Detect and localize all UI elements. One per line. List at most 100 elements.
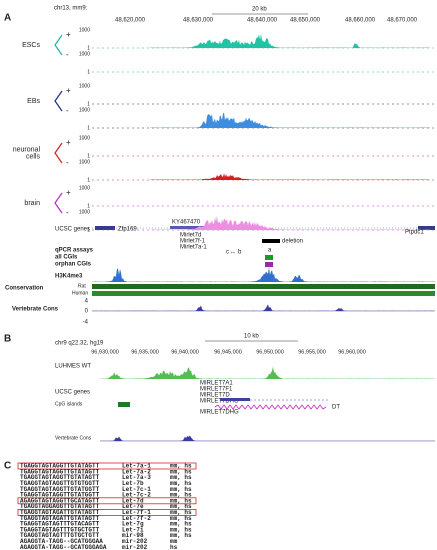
signal (92, 304, 435, 311)
cgi-box (265, 255, 273, 260)
label: DT (332, 405, 340, 411)
label: Let-7b (122, 480, 144, 487)
signal (150, 215, 430, 230)
gene-zfp169 (95, 226, 115, 230)
label: 96,930,000 (91, 349, 119, 355)
label: Human (72, 290, 88, 296)
label: 1000 (79, 27, 90, 33)
label: mm (170, 538, 178, 545)
label: Let-7g (122, 521, 144, 528)
label: AGAGGTA-TAGG--GCATGGGAGA (20, 544, 107, 550)
label: 48,670,000 (387, 18, 418, 24)
label: LUHMES WT (55, 364, 91, 370)
label: Let-7a-3 (122, 474, 151, 481)
highlight-box (17, 462, 197, 470)
gene-ptpdc1 (418, 226, 435, 230)
label: 96,935,000 (131, 349, 159, 355)
label: - (66, 106, 69, 115)
label: + (66, 188, 71, 197)
label: 1000 (79, 83, 90, 89)
label: mm, hs (170, 463, 192, 470)
label: TGAGGTAGGAGGTTGTATAGTT (20, 503, 100, 510)
label: KY467470 (172, 220, 201, 226)
label: Mirlet7a-1 (180, 245, 207, 251)
label: brain (24, 200, 40, 207)
label: qPCR assays (55, 248, 94, 254)
label: TGAGGTAGTAGGTTGTATAGTT (20, 468, 100, 475)
label: AGAGGTAGTAGGTTGCATAGTT (20, 497, 100, 504)
label: hs (170, 544, 178, 550)
label: 1000 (79, 135, 90, 141)
gene-bar (220, 398, 250, 401)
arrow: ↔ (230, 250, 236, 256)
label: TGAGGTAGTAGATTGTATAGTT (20, 515, 100, 522)
bracket (54, 142, 63, 164)
signal (92, 267, 435, 282)
label: - (66, 208, 69, 217)
label: Let-7e (122, 503, 144, 510)
label: MIRLET7DHG (200, 410, 239, 416)
label: TGAGGTAGTAGATTGTATAGTT (20, 509, 100, 516)
label: orphan CGIs (55, 262, 92, 268)
label: 1 (87, 45, 90, 51)
label: Ptpdc1 (405, 230, 424, 236)
label: AGAGGTA-TAGG--GCATGGGAA (20, 538, 103, 545)
label: 96,950,000 (256, 349, 284, 355)
label: Let-7i (122, 526, 144, 533)
label: mm, hs (170, 474, 192, 481)
label: Let-7a-1 (122, 463, 151, 470)
label: CpG islands (55, 401, 83, 407)
label: Zfp169 (118, 227, 137, 233)
label: 1 (87, 69, 90, 75)
label: 48,620,000 (115, 18, 146, 24)
label: 1000 (79, 159, 90, 165)
label: mm, hs (170, 503, 192, 510)
label: 1 (87, 125, 90, 131)
label: mir-98 (122, 532, 144, 539)
bracket (54, 192, 63, 214)
label: UCSC genes (55, 227, 90, 233)
label: chr13, mm9: (54, 6, 88, 12)
deletion-bar (262, 239, 280, 243)
label: Vertebrate Cons (12, 307, 59, 313)
label: MIRLET7D (200, 393, 230, 399)
label: 48,650,000 (290, 18, 321, 24)
label: MIRLET7A1 (200, 381, 233, 387)
label: Let-7f-1 (122, 509, 151, 516)
label: EBs (27, 98, 40, 105)
label: A (4, 13, 11, 24)
label: mm, hs (170, 532, 192, 539)
label: Let-7d (122, 497, 144, 504)
label: 20 kb (252, 7, 267, 13)
label: TGAGGTAGTAGTTTGTGCTGTT (20, 526, 100, 533)
label: 1000 (79, 51, 90, 57)
label: TGAGGTAGTAGGTTGTATAGTT (20, 474, 100, 481)
label: 48,630,000 (183, 18, 214, 24)
label: + (66, 30, 71, 39)
label: -4 (83, 320, 89, 326)
label: Mirlet7d (180, 233, 201, 239)
label: 48,660,000 (345, 18, 376, 24)
label: + (66, 138, 71, 147)
label: 96,940,000 (171, 349, 199, 355)
label: mm, hs (170, 486, 192, 493)
label: 1 (87, 203, 90, 209)
signal (100, 366, 435, 379)
signal (150, 33, 430, 48)
label: 48,640,000 (247, 18, 278, 24)
label: 1 (87, 227, 90, 233)
label: H3K4me3 (55, 274, 83, 280)
bracket (54, 90, 63, 112)
label: Let-7c-1 (122, 486, 151, 493)
label: 1000 (79, 185, 90, 191)
label: TGAGGTAGTAGGTTGTATGGTT (20, 492, 100, 499)
label: TGAGGTAGTAGGTTGTATGGTT (20, 486, 100, 493)
label: mm, hs (170, 509, 192, 516)
label: Let-7f-2 (122, 515, 151, 522)
label: 1 (87, 153, 90, 159)
label: MIRLET7DHG (200, 399, 239, 405)
label: 1 (87, 177, 90, 183)
label: - (66, 50, 69, 59)
label: MIRLET7F1 (200, 387, 233, 393)
label: ESCs (22, 42, 40, 49)
